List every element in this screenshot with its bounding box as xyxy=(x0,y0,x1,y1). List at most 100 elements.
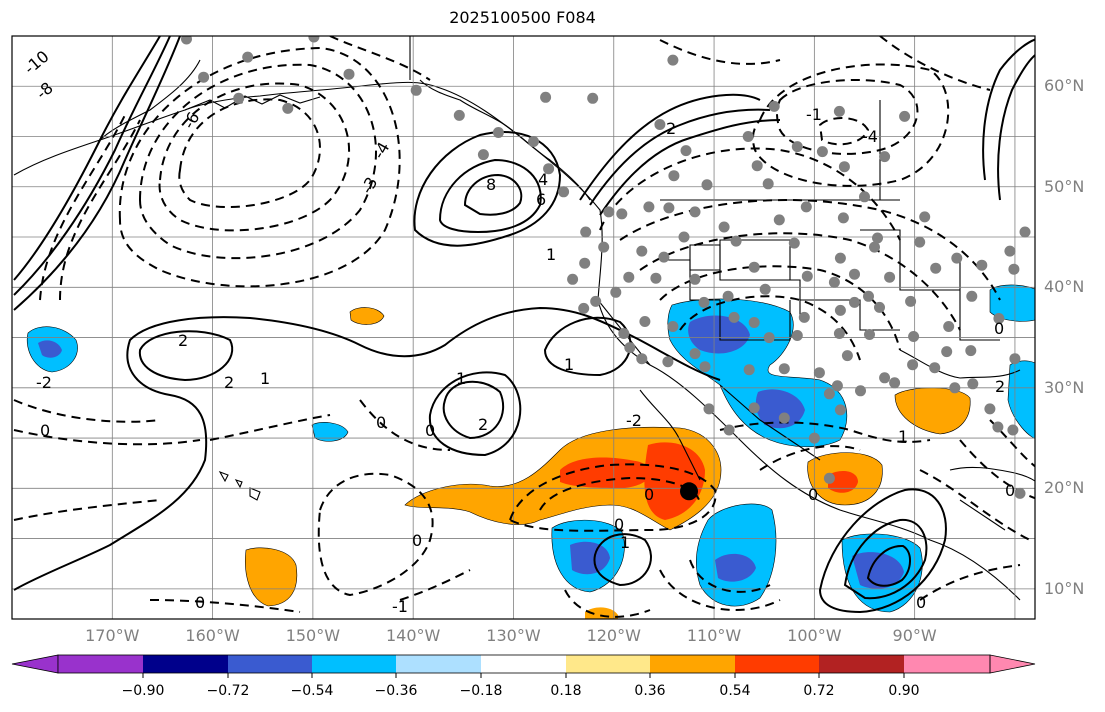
longitude-label: 160°W xyxy=(185,626,240,645)
longitude-label: 170°W xyxy=(85,626,140,645)
station-dot xyxy=(800,201,812,213)
station-dot xyxy=(233,92,245,104)
station-dot xyxy=(863,290,874,302)
colorbar-tick-label: 0.90 xyxy=(888,683,920,699)
station-dot xyxy=(778,412,790,424)
station-dot xyxy=(801,270,813,282)
station-dot xyxy=(834,304,846,316)
station-dot xyxy=(823,472,835,484)
station-dot xyxy=(689,273,701,285)
orange-blob-hawaii xyxy=(245,547,298,607)
contour-label-0-west: 0 xyxy=(40,421,50,440)
station-dot xyxy=(748,317,760,328)
station-dot xyxy=(282,102,294,114)
contour-label-2-b: 2 xyxy=(224,373,234,392)
colorbar-segment xyxy=(735,655,819,673)
colorbar-tick-label: 0.18 xyxy=(550,683,582,699)
station-dot xyxy=(636,353,648,365)
royal-core-south-3 xyxy=(852,552,904,589)
station-dot xyxy=(984,403,996,415)
contour-solid-hi-gulf-2 xyxy=(438,158,542,234)
colorbar-tick-label: 0.36 xyxy=(634,683,666,699)
contour-label-2-east: 2 xyxy=(995,377,1005,396)
station-dot xyxy=(623,271,635,283)
blue-blob-small xyxy=(311,422,349,442)
station-dot xyxy=(967,378,979,390)
station-dot xyxy=(763,332,775,344)
location-marker[interactable] xyxy=(680,482,698,501)
latitude-label: 10°N xyxy=(1044,578,1085,598)
station-dot xyxy=(919,211,931,223)
station-dot xyxy=(905,295,917,307)
station-dot xyxy=(899,110,911,122)
station-dot xyxy=(1019,226,1031,238)
station-dot xyxy=(965,345,977,357)
station-dot xyxy=(992,421,1004,433)
colorbar-tick-label: 0.54 xyxy=(719,683,751,699)
station-dot xyxy=(689,348,701,360)
contour-label-m1-ne: -1 xyxy=(806,105,822,124)
station-dot xyxy=(768,100,780,112)
station-dot xyxy=(453,109,465,121)
station-dot xyxy=(943,321,955,332)
royal-core-sw-us-2 xyxy=(755,389,805,429)
station-dot xyxy=(831,380,843,392)
contour-solid-ridge-3 xyxy=(599,119,781,216)
station-dot xyxy=(558,186,570,198)
colorbar-segment xyxy=(819,655,904,673)
colorbar-segment xyxy=(228,655,312,673)
station-dot xyxy=(663,202,675,214)
station-dot xyxy=(624,342,636,354)
contour-solid-1-band xyxy=(13,306,721,591)
station-dot xyxy=(723,424,735,436)
red-core-east xyxy=(828,470,858,493)
royal-blob-west xyxy=(38,340,62,358)
colorbar-segment xyxy=(143,655,228,673)
longitude-label: 110°W xyxy=(686,626,742,645)
station-dot xyxy=(914,236,926,248)
colorbar-segment xyxy=(566,655,650,673)
page-title: 2025100500 F084 xyxy=(449,8,596,27)
contour-label-0-south: 0 xyxy=(644,485,654,504)
map-background xyxy=(12,36,1035,619)
colorbar-segment xyxy=(312,655,396,673)
station-dot xyxy=(308,36,320,43)
contour-solid-west-2 xyxy=(13,36,171,296)
station-dot xyxy=(762,178,774,190)
contour-solid-east-2 xyxy=(997,53,1035,201)
colorbar xyxy=(11,654,1036,678)
royal-core-south-1 xyxy=(570,541,610,575)
station-dot xyxy=(869,241,880,253)
station-dot xyxy=(816,146,828,158)
station-dot xyxy=(636,245,648,257)
contour-label-8: 8 xyxy=(486,175,496,194)
colorbar-segment xyxy=(650,655,735,673)
map-frame xyxy=(11,35,1036,620)
station-dot xyxy=(689,206,701,218)
contour-label-m2-mid: -2 xyxy=(626,411,642,430)
contour-label-0-mid: 0 xyxy=(425,421,435,440)
station-dot xyxy=(658,251,670,263)
station-dot xyxy=(650,272,662,284)
latitude-label: 40°N xyxy=(1044,277,1085,297)
colorbar-segment xyxy=(904,655,990,673)
station-dot xyxy=(667,54,679,66)
station-dot xyxy=(791,141,803,153)
colorbar-segment xyxy=(481,655,566,673)
station-dot xyxy=(678,231,690,243)
station-dot xyxy=(813,367,825,379)
contour-label-1-d: 1 xyxy=(546,245,556,264)
station-dot xyxy=(759,283,771,295)
longitude-label: 150°W xyxy=(285,626,341,645)
contour-label-0-south2: 0 xyxy=(614,515,624,534)
contour-label-m4-ne: -4 xyxy=(862,127,878,146)
station-dot xyxy=(618,328,630,339)
station-dot xyxy=(722,290,734,302)
contour-label-0-hawaii: 0 xyxy=(412,531,422,550)
station-dot xyxy=(654,119,666,130)
station-dot xyxy=(579,257,591,269)
contour-label-1-east: 1 xyxy=(898,427,908,446)
station-dot xyxy=(748,402,760,414)
station-dot xyxy=(823,388,835,400)
